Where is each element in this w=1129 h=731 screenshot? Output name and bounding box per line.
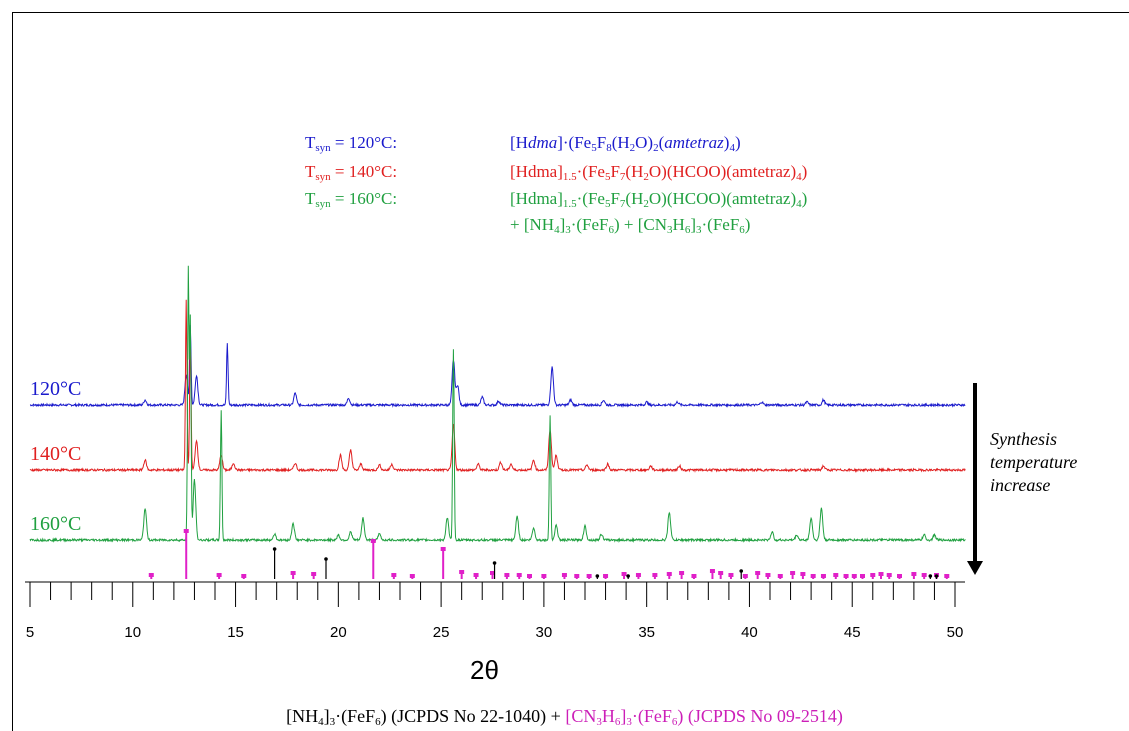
ref-marker-guanidinium bbox=[800, 572, 806, 576]
xrd-series-140 bbox=[29, 299, 966, 473]
ref-marker-guanidinium bbox=[886, 573, 892, 577]
legend-formula-160-extra: + [NH4]3·(FeF6) + [CN3H6]3·(FeF6) bbox=[510, 215, 751, 236]
ref-marker-guanidinium bbox=[311, 572, 317, 576]
x-tick-label: 30 bbox=[536, 624, 553, 641]
legend-formula-120: [Hdma]·(Fe5F8(H2O)2(amtetraz)4) bbox=[510, 133, 741, 154]
x-tick-label: 50 bbox=[947, 624, 964, 641]
ref-marker-guanidinium bbox=[490, 571, 495, 575]
synthesis-note-line3: increase bbox=[990, 475, 1051, 495]
ref-marker-guanidinium bbox=[635, 573, 641, 577]
ref-marker-guanidinium bbox=[897, 574, 902, 578]
ref-marker-ammonium bbox=[492, 561, 497, 565]
ref-marker-guanidinium bbox=[790, 571, 796, 575]
ref-marker-guanidinium bbox=[833, 573, 839, 577]
x-tick-label: 40 bbox=[741, 624, 758, 641]
ref-marker-guanidinium bbox=[679, 571, 685, 575]
ref-marker-guanidinium bbox=[742, 574, 748, 578]
synthesis-note-line1: Synthesis bbox=[990, 429, 1057, 449]
ref-marker-guanidinium bbox=[148, 573, 154, 577]
ref-marker-guanidinium bbox=[691, 574, 697, 578]
ref-marker-guanidinium bbox=[944, 574, 950, 578]
ref-marker-guanidinium bbox=[709, 569, 715, 573]
ref-marker-guanidinium bbox=[241, 574, 247, 578]
chart-frame bbox=[12, 12, 1129, 731]
ref-marker-guanidinium bbox=[473, 573, 479, 577]
ref-marker-guanidinium bbox=[878, 572, 884, 576]
ref-marker-guanidinium bbox=[516, 573, 522, 577]
ref-marker-guanidinium bbox=[621, 572, 627, 576]
ref-marker-guanidinium bbox=[666, 572, 672, 576]
ref-marker-ammonium bbox=[928, 574, 933, 578]
ref-marker-guanidinium bbox=[561, 573, 567, 577]
ref-marker-guanidinium bbox=[718, 571, 724, 575]
legend-row-160: Tsyn = 160°C: bbox=[305, 189, 398, 210]
ref-marker-guanidinium bbox=[765, 573, 771, 577]
curve-label-140: 140°C bbox=[30, 443, 82, 465]
ref-marker-ammonium bbox=[272, 547, 277, 551]
ref-marker-guanidinium bbox=[391, 573, 397, 577]
ref-marker-guanidinium bbox=[652, 573, 658, 577]
ref-marker-guanidinium bbox=[409, 574, 415, 578]
synthesis-note: Synthesis temperature increase bbox=[990, 428, 1077, 497]
synthesis-note-line2: temperature bbox=[990, 452, 1078, 472]
ref-marker-guanidinium bbox=[755, 571, 761, 575]
ref-marker-guanidinium bbox=[777, 574, 783, 578]
ref-marker-ammonium bbox=[324, 557, 328, 561]
ref-marker-guanidinium bbox=[504, 573, 510, 577]
ref-marker-ammonium bbox=[739, 569, 744, 573]
ref-marker-guanidinium bbox=[541, 574, 547, 578]
ref-marker-guanidinium bbox=[440, 547, 446, 551]
ref-marker-guanidinium bbox=[370, 539, 376, 543]
ref-marker-guanidinium bbox=[921, 573, 927, 577]
x-tick-label: 15 bbox=[227, 624, 244, 641]
ref-marker-guanidinium bbox=[911, 572, 917, 576]
ref-marker-guanidinium bbox=[459, 570, 465, 574]
x-tick-label: 35 bbox=[638, 624, 655, 641]
ref-marker-guanidinium bbox=[527, 574, 532, 578]
ref-marker-ammonium bbox=[595, 574, 600, 578]
curve-label-120: 120°C bbox=[30, 378, 82, 400]
curve-label-160: 160°C bbox=[30, 513, 82, 535]
legend-formula-160: [Hdma]1.5·(Fe5F7(H2O)(HCOO)(amtetraz)4) bbox=[510, 189, 808, 210]
ref-marker-ammonium bbox=[934, 574, 939, 578]
legend-formula-140: [Hdma]1.5·(Fe5F7(H2O)(HCOO)(amtetraz)4) bbox=[510, 162, 808, 183]
x-axis-label: 2θ bbox=[470, 655, 499, 685]
x-tick-label: 10 bbox=[124, 624, 141, 641]
ref-marker-guanidinium bbox=[851, 574, 857, 578]
ref-marker-ammonium bbox=[626, 574, 630, 578]
ref-marker-guanidinium bbox=[586, 574, 592, 578]
ref-marker-guanidinium bbox=[603, 574, 609, 578]
ref-marker-guanidinium bbox=[810, 574, 816, 578]
ref-marker-guanidinium bbox=[290, 571, 296, 575]
reference-caption: [NH4]3·(FeF6) (JCPDS No 22-1040) + [CN3H… bbox=[286, 706, 843, 728]
x-tick-label: 45 bbox=[844, 624, 861, 641]
ref-marker-guanidinium bbox=[183, 529, 189, 533]
ref-marker-guanidinium bbox=[216, 573, 222, 577]
legend-row-140: Tsyn = 140°C: bbox=[305, 162, 398, 183]
ref-marker-guanidinium bbox=[843, 574, 849, 578]
x-tick-label: 20 bbox=[330, 624, 347, 641]
ref-marker-guanidinium bbox=[574, 574, 580, 578]
x-tick-label: 5 bbox=[26, 624, 34, 641]
temperature-arrow-head bbox=[967, 561, 983, 575]
ref-marker-guanidinium bbox=[820, 574, 826, 578]
x-tick-label: 25 bbox=[433, 624, 450, 641]
xrd-series-120 bbox=[29, 324, 966, 409]
ref-marker-guanidinium bbox=[728, 573, 734, 577]
legend-row-120: Tsyn = 120°C: bbox=[305, 133, 398, 154]
ref-marker-guanidinium bbox=[860, 574, 865, 578]
ref-marker-guanidinium bbox=[870, 573, 876, 577]
